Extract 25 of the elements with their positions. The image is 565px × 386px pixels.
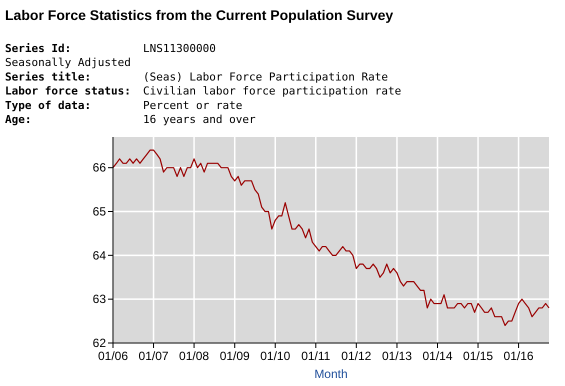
text: Type of data: Percent or rate	[5, 98, 242, 112]
x-tick-label: 01/12	[341, 349, 372, 363]
x-tick-label: 01/13	[382, 349, 412, 363]
text: Labor force status: Civilian labor force participation rate	[5, 84, 402, 98]
text: Seasonally Adjusted	[5, 56, 131, 70]
x-tick-label: 01/06	[98, 349, 128, 363]
text: Series Id: LNS11300000	[5, 42, 216, 55]
text: Age: 16 years and over	[5, 113, 256, 126]
y-tick-label: 65	[92, 204, 106, 219]
x-tick-label: 01/09	[220, 349, 250, 363]
x-tick-label: 01/16	[504, 349, 534, 363]
text: Series title: (Seas) Labor Force Participation Rate	[5, 70, 388, 84]
x-tick-label: 01/08	[179, 349, 210, 363]
x-tick-label: 01/07	[138, 349, 169, 363]
x-tick-label: 01/14	[422, 349, 453, 363]
x-tick-label: 01/11	[301, 349, 331, 363]
x-axis-title: Month	[314, 367, 348, 381]
y-tick-label: 62	[92, 336, 106, 350]
line-series	[112, 150, 550, 326]
y-tick-label: 66	[92, 160, 106, 175]
y-tick-label: 64	[92, 248, 106, 262]
y-tick-label: 63	[92, 292, 106, 306]
x-tick-label: 01/10	[260, 349, 291, 363]
x-tick-label: 01/15	[463, 349, 494, 363]
chart-title: Labor Force Statistics from the Current Population Survey	[5, 7, 394, 23]
